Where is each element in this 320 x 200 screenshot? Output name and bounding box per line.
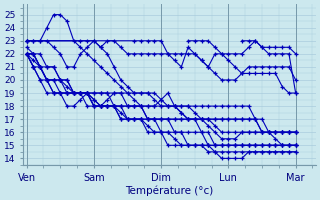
X-axis label: Température (°c): Température (°c) (125, 185, 214, 196)
